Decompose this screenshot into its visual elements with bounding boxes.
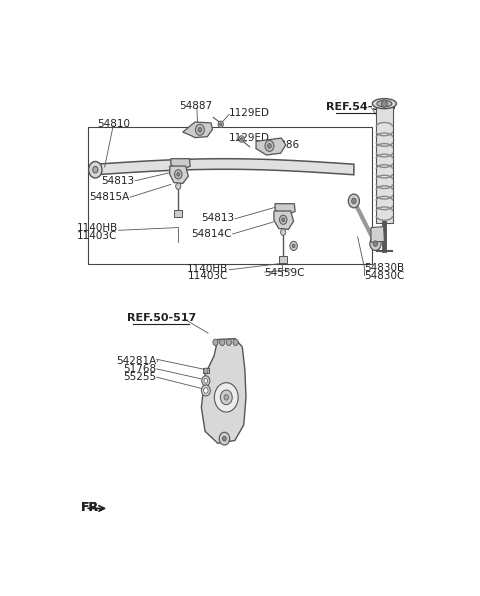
Text: 54281A: 54281A [116,356,156,365]
Bar [376,104,393,223]
Polygon shape [171,159,190,169]
Text: 54559C: 54559C [264,268,304,278]
Polygon shape [183,122,213,138]
Circle shape [240,138,243,141]
Circle shape [279,215,287,224]
Circle shape [233,339,238,346]
Circle shape [175,170,182,179]
Text: 54830C: 54830C [364,271,405,281]
Circle shape [370,237,381,250]
Text: 54886: 54886 [266,140,300,150]
Circle shape [224,395,228,400]
Polygon shape [170,166,188,184]
Polygon shape [96,159,354,175]
Text: FR.: FR. [81,501,104,514]
Text: 11403C: 11403C [188,271,228,281]
Text: 1129ED: 1129ED [229,108,270,118]
Text: 1140HB: 1140HB [76,224,118,234]
Circle shape [282,218,285,222]
Circle shape [373,241,378,246]
Bar [174,210,182,216]
Circle shape [226,339,231,346]
Circle shape [267,144,271,148]
Circle shape [290,241,297,250]
Circle shape [93,166,98,173]
Circle shape [195,125,204,135]
Text: 54830B: 54830B [364,263,405,273]
Circle shape [281,229,286,235]
Circle shape [176,183,181,190]
Text: 54887: 54887 [179,101,212,111]
Ellipse shape [372,98,396,108]
Circle shape [219,339,225,346]
Text: 55255: 55255 [123,372,156,382]
Circle shape [213,339,218,346]
Circle shape [202,376,210,386]
Circle shape [202,385,210,396]
Circle shape [348,194,360,208]
Circle shape [382,100,387,107]
Polygon shape [202,339,246,443]
Circle shape [204,368,208,374]
Text: 54810: 54810 [97,119,131,129]
Bar [203,368,209,372]
Circle shape [204,388,208,393]
Text: 54813: 54813 [201,213,234,224]
Circle shape [352,198,356,204]
Text: REF.50-517: REF.50-517 [127,313,196,324]
Circle shape [219,123,222,126]
Circle shape [239,136,244,142]
Text: 1140HB: 1140HB [187,264,228,274]
Text: 54813: 54813 [101,176,134,186]
Circle shape [198,128,202,132]
Circle shape [204,378,208,383]
Circle shape [219,432,229,445]
Polygon shape [274,211,294,229]
Polygon shape [256,138,286,155]
Circle shape [177,172,180,176]
Text: 54815A: 54815A [89,193,129,202]
Text: REF.54-546: REF.54-546 [326,103,396,112]
Circle shape [223,436,226,441]
Ellipse shape [377,101,392,107]
Circle shape [220,390,232,405]
Text: 51768: 51768 [123,364,156,374]
Text: 11403C: 11403C [77,231,118,241]
Bar [279,256,288,263]
Circle shape [89,162,102,178]
Circle shape [218,121,223,128]
Text: 1129ED: 1129ED [229,132,270,142]
Circle shape [215,383,238,412]
Text: 54814C: 54814C [192,229,232,239]
Text: FR.: FR. [81,501,104,514]
Circle shape [265,140,274,151]
Polygon shape [371,226,384,242]
Polygon shape [275,204,295,214]
Bar [88,126,372,264]
Circle shape [292,244,295,248]
